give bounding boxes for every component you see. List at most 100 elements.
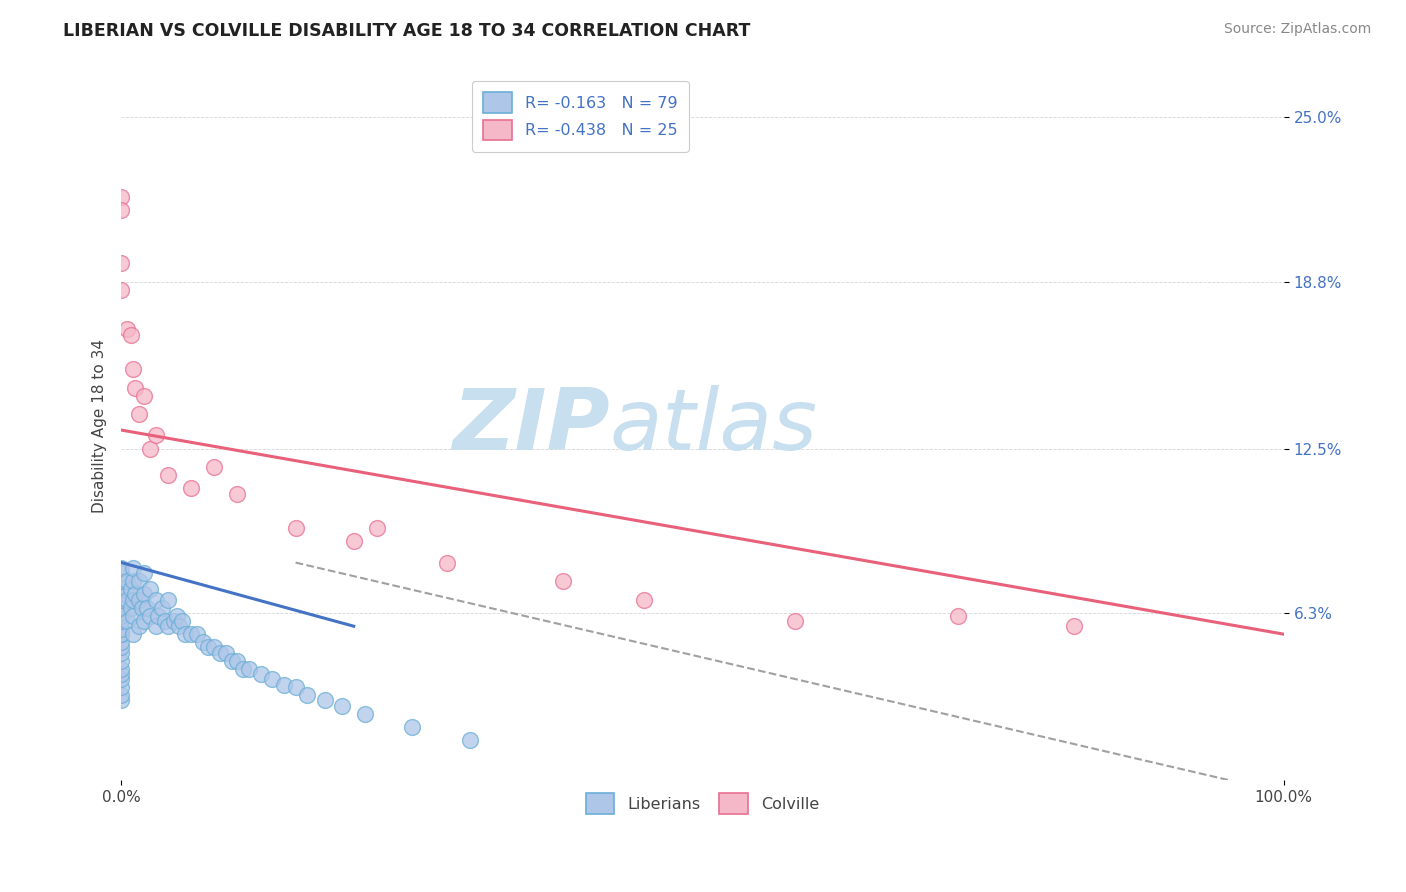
Point: [354, 706, 377, 721]
Point: [120, 582, 142, 596]
Legend: Liberians, Colville: Liberians, Colville: [575, 782, 831, 825]
Point: [148, 608, 170, 623]
Point: [366, 521, 388, 535]
Point: [110, 190, 132, 204]
Point: [401, 720, 423, 734]
Point: [110, 587, 132, 601]
Point: [134, 614, 156, 628]
Point: [124, 587, 146, 601]
Point: [170, 614, 193, 628]
Point: [110, 614, 132, 628]
Point: [120, 327, 142, 342]
Point: [110, 283, 132, 297]
Point: [110, 680, 132, 694]
Point: [134, 388, 156, 402]
Point: [110, 202, 132, 217]
Point: [110, 574, 132, 589]
Point: [436, 556, 458, 570]
Point: [191, 635, 214, 649]
Point: [197, 640, 219, 655]
Point: [156, 468, 179, 483]
Y-axis label: Disability Age 18 to 34: Disability Age 18 to 34: [93, 340, 107, 514]
Point: [145, 619, 167, 633]
Point: [121, 627, 143, 641]
Point: [110, 622, 132, 636]
Point: [297, 688, 319, 702]
Point: [128, 407, 150, 421]
Point: [110, 566, 132, 581]
Text: Source: ZipAtlas.com: Source: ZipAtlas.com: [1223, 22, 1371, 37]
Point: [226, 486, 249, 500]
Point: [202, 460, 225, 475]
Point: [551, 574, 574, 589]
Point: [139, 608, 162, 623]
Point: [330, 698, 353, 713]
Point: [226, 654, 249, 668]
Point: [110, 608, 132, 623]
Point: [121, 574, 143, 589]
Point: [156, 592, 179, 607]
Point: [180, 627, 202, 641]
Point: [115, 592, 138, 607]
Point: [139, 442, 162, 456]
Point: [131, 600, 153, 615]
Point: [110, 574, 132, 589]
Point: [110, 693, 132, 707]
Point: [110, 256, 132, 270]
Point: [110, 592, 132, 607]
Point: [156, 619, 179, 633]
Point: [110, 662, 132, 676]
Point: [186, 627, 208, 641]
Point: [174, 627, 197, 641]
Text: ZIP: ZIP: [451, 385, 609, 468]
Point: [215, 646, 238, 660]
Point: [121, 561, 143, 575]
Point: [121, 362, 143, 376]
Point: [135, 600, 157, 615]
Point: [120, 600, 142, 615]
Point: [110, 606, 132, 620]
Point: [166, 608, 188, 623]
Point: [110, 561, 132, 575]
Point: [145, 428, 167, 442]
Point: [262, 672, 284, 686]
Point: [110, 672, 132, 686]
Point: [150, 600, 173, 615]
Point: [115, 322, 138, 336]
Point: [115, 574, 138, 589]
Point: [134, 587, 156, 601]
Point: [110, 667, 132, 681]
Point: [121, 608, 143, 623]
Point: [110, 646, 132, 660]
Point: [284, 521, 307, 535]
Point: [785, 614, 807, 628]
Point: [162, 614, 184, 628]
Point: [238, 662, 260, 676]
Point: [343, 534, 366, 549]
Point: [208, 646, 231, 660]
Point: [110, 640, 132, 655]
Point: [273, 677, 295, 691]
Point: [110, 627, 132, 641]
Point: [110, 600, 132, 615]
Point: [145, 592, 167, 607]
Point: [110, 627, 132, 641]
Point: [232, 662, 254, 676]
Point: [128, 619, 150, 633]
Point: [110, 688, 132, 702]
Point: [110, 654, 132, 668]
Point: [128, 574, 150, 589]
Point: [128, 592, 150, 607]
Point: [124, 381, 146, 395]
Point: [221, 654, 243, 668]
Point: [180, 481, 202, 495]
Point: [202, 640, 225, 655]
Point: [948, 608, 970, 623]
Point: [1063, 619, 1085, 633]
Point: [169, 619, 191, 633]
Point: [249, 667, 271, 681]
Point: [284, 680, 307, 694]
Point: [121, 592, 143, 607]
Point: [110, 600, 132, 615]
Text: atlas: atlas: [609, 385, 817, 468]
